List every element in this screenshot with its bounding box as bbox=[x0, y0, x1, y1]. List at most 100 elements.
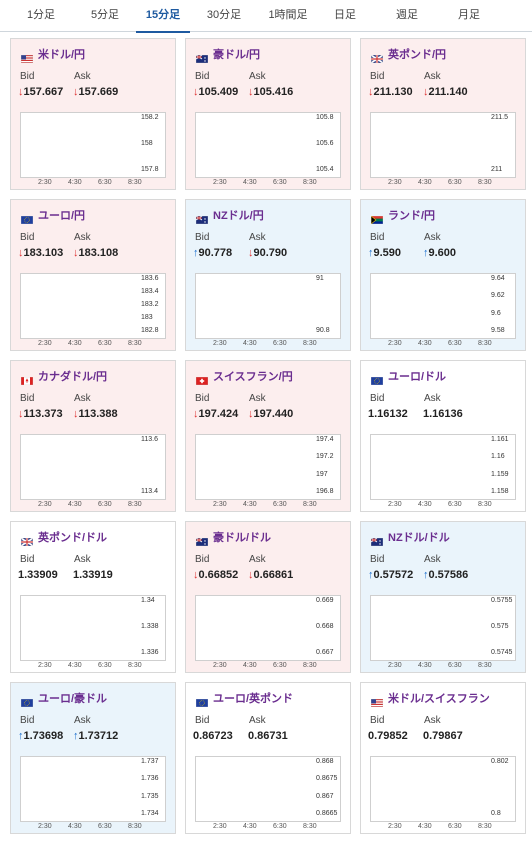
x-tick-label: 2:30 bbox=[388, 179, 402, 186]
price-chart[interactable] bbox=[370, 273, 516, 339]
y-tick-label: 158.2 bbox=[141, 114, 159, 121]
tab-1[interactable]: 5分足 bbox=[90, 9, 120, 21]
pair-card[interactable]: カナダドル/円 Bid Ask ↓113.373 ↓113.388 113.6 113.4 2… bbox=[10, 360, 176, 512]
ask-value: ↑0.57586 bbox=[423, 569, 469, 581]
tab-7[interactable]: 月足 bbox=[458, 9, 480, 21]
x-tick-label: 4:30 bbox=[68, 179, 82, 186]
x-tick-label: 2:30 bbox=[213, 501, 227, 508]
y-tick-label: 0.867 bbox=[316, 793, 334, 800]
x-tick-label: 4:30 bbox=[418, 823, 432, 830]
pair-title[interactable]: ユーロ/ドル bbox=[388, 371, 447, 383]
y-tick-label: 105.4 bbox=[316, 166, 334, 173]
eu-jp-flag-icon bbox=[20, 211, 137, 275]
x-tick-label: 6:30 bbox=[448, 662, 462, 669]
tab-2[interactable]: 15分足 bbox=[136, 0, 190, 33]
pair-title[interactable]: ユーロ/円 bbox=[38, 210, 86, 222]
x-tick-label: 4:30 bbox=[243, 662, 257, 669]
pair-card[interactable]: ユーロ/英ポンド Bid Ask 0.86723 0.86731 0.868 0.8675 0… bbox=[185, 682, 351, 834]
pair-title[interactable]: 米ドル/円 bbox=[38, 49, 86, 61]
y-tick-label: 9.58 bbox=[491, 327, 505, 334]
pair-title[interactable]: NZドル/ドル bbox=[388, 532, 450, 544]
down-arrow-icon: ↓ bbox=[73, 247, 79, 259]
ch-jp-flag-icon bbox=[195, 372, 312, 436]
price-chart[interactable] bbox=[195, 756, 341, 822]
ask-label: Ask bbox=[74, 71, 91, 82]
pair-card[interactable]: ランド/円 Bid Ask ↑9.590 ↑9.600 9.64 9.62 9.6 9.58 2:… bbox=[360, 199, 526, 351]
nz-jp-flag-icon bbox=[195, 211, 312, 275]
pair-title[interactable]: スイスフラン/円 bbox=[213, 371, 293, 383]
price-chart[interactable] bbox=[20, 434, 166, 500]
pair-title[interactable]: カナダドル/円 bbox=[38, 371, 108, 383]
y-tick-label: 1.734 bbox=[141, 810, 159, 817]
pair-card[interactable]: NZドル/ドル Bid Ask ↑0.57572 ↑0.57586 0.5755 0.575… bbox=[360, 521, 526, 673]
x-tick-label: 6:30 bbox=[448, 179, 462, 186]
bid-value: ↓157.667 bbox=[18, 86, 64, 98]
pair-card[interactable]: 米ドル/円 Bid Ask ↓157.667 ↓157.669 158.2 158 157.8… bbox=[10, 38, 176, 190]
pair-card[interactable]: 英ポンド/円 Bid Ask ↓211.130 ↓211.140 211.5 211 2:30… bbox=[360, 38, 526, 190]
pair-title[interactable]: ユーロ/豪ドル bbox=[38, 693, 108, 705]
price-chart[interactable] bbox=[370, 112, 516, 178]
price-chart[interactable] bbox=[195, 434, 341, 500]
bid-label: Bid bbox=[370, 71, 385, 82]
pair-title[interactable]: ランド/円 bbox=[388, 210, 436, 222]
pair-card[interactable]: 豪ドル/円 Bid Ask ↓105.409 ↓105.416 105.8 105.6 105… bbox=[185, 38, 351, 190]
pair-card[interactable]: NZドル/円 Bid Ask ↑90.778 ↓90.790 91 90.8 2:30 4:30… bbox=[185, 199, 351, 351]
x-tick-label: 4:30 bbox=[243, 823, 257, 830]
pair-title[interactable]: NZドル/円 bbox=[213, 210, 264, 222]
ask-label: Ask bbox=[424, 71, 441, 82]
pair-title[interactable]: 英ポンド/ドル bbox=[38, 532, 108, 544]
x-tick-label: 6:30 bbox=[273, 340, 287, 347]
pair-card[interactable]: スイスフラン/円 Bid Ask ↓197.424 ↓197.440 197.4 197.2… bbox=[185, 360, 351, 512]
eu-au-flag-icon bbox=[20, 694, 137, 758]
bid-value: 0.86723 bbox=[193, 730, 233, 742]
tab-0[interactable]: 1分足 bbox=[26, 9, 56, 21]
price-chart[interactable] bbox=[195, 273, 341, 339]
pair-title[interactable]: 英ポンド/円 bbox=[388, 49, 447, 61]
ca-jp-flag-icon bbox=[20, 372, 137, 436]
pair-card[interactable]: ユーロ/豪ドル Bid Ask ↑1.73698 ↑1.73712 1.737 1.736 1… bbox=[10, 682, 176, 834]
au-us-flag-icon bbox=[195, 533, 312, 597]
ask-value: 1.33919 bbox=[73, 569, 113, 581]
x-tick-label: 2:30 bbox=[388, 340, 402, 347]
y-tick-label: 1.158 bbox=[491, 488, 509, 495]
y-tick-label: 1.34 bbox=[141, 597, 155, 604]
y-tick-label: 157.8 bbox=[141, 166, 159, 173]
bid-label: Bid bbox=[20, 715, 35, 726]
price-chart[interactable] bbox=[20, 595, 166, 661]
down-arrow-icon: ↓ bbox=[248, 86, 254, 98]
price-chart[interactable] bbox=[195, 595, 341, 661]
up-arrow-icon: ↑ bbox=[368, 247, 374, 259]
down-arrow-icon: ↓ bbox=[193, 408, 199, 420]
pair-card[interactable]: 英ポンド/ドル Bid Ask 1.33909 1.33919 1.34 1.338 1.33… bbox=[10, 521, 176, 673]
ask-value: ↓157.669 bbox=[73, 86, 119, 98]
price-chart[interactable] bbox=[195, 112, 341, 178]
x-tick-label: 2:30 bbox=[388, 662, 402, 669]
y-tick-label: 197 bbox=[316, 471, 328, 478]
pair-card[interactable]: ユーロ/ドル Bid Ask 1.16132 1.16136 1.161 1.16 1.159… bbox=[360, 360, 526, 512]
pair-title[interactable]: 豪ドル/円 bbox=[213, 49, 261, 61]
price-chart[interactable] bbox=[370, 595, 516, 661]
y-tick-label: 0.802 bbox=[491, 758, 509, 765]
tab-5[interactable]: 日足 bbox=[334, 9, 356, 21]
price-chart[interactable] bbox=[20, 756, 166, 822]
pair-title[interactable]: ユーロ/英ポンド bbox=[213, 693, 294, 705]
price-chart[interactable] bbox=[20, 273, 166, 339]
price-chart[interactable] bbox=[370, 434, 516, 500]
down-arrow-icon: ↓ bbox=[18, 247, 24, 259]
pair-card[interactable]: 米ドル/スイスフラン Bid Ask 0.79852 0.79867 0.802 0.8 2:… bbox=[360, 682, 526, 834]
ask-value: ↓90.790 bbox=[248, 247, 288, 259]
tab-4[interactable]: 1時間足 bbox=[268, 9, 308, 21]
price-chart[interactable] bbox=[20, 112, 166, 178]
pair-title[interactable]: 豪ドル/ドル bbox=[213, 532, 272, 544]
down-arrow-icon: ↓ bbox=[193, 86, 199, 98]
pair-title[interactable]: 米ドル/スイスフラン bbox=[388, 693, 490, 705]
y-tick-label: 0.8675 bbox=[316, 775, 338, 782]
pair-card[interactable]: 豪ドル/ドル Bid Ask ↓0.66852 ↓0.66861 0.669 0.668 0.… bbox=[185, 521, 351, 673]
price-chart[interactable] bbox=[370, 756, 516, 822]
bid-label: Bid bbox=[195, 232, 210, 243]
tab-6[interactable]: 週足 bbox=[396, 9, 418, 21]
bid-label: Bid bbox=[20, 554, 35, 565]
tab-3[interactable]: 30分足 bbox=[206, 9, 242, 21]
pair-card[interactable]: ユーロ/円 Bid Ask ↓183.103 ↓183.108 183.6 183.4 183… bbox=[10, 199, 176, 351]
y-tick-label: 0.668 bbox=[316, 623, 334, 630]
